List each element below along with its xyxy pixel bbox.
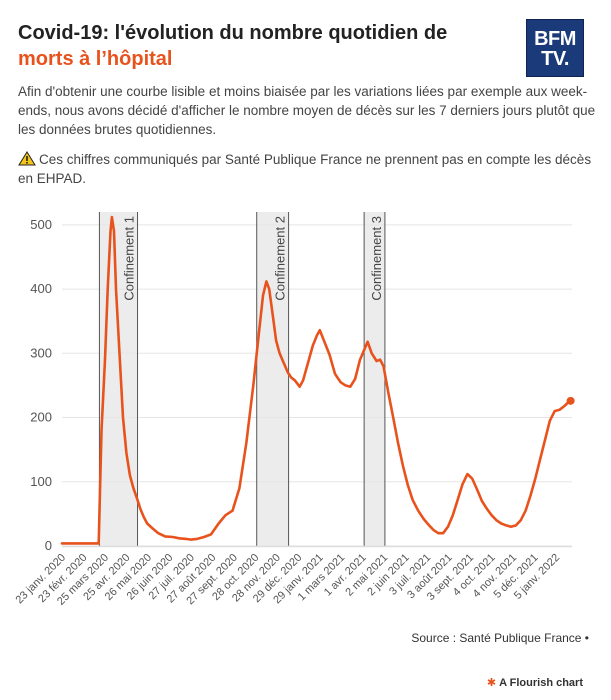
confinement-band [99, 212, 138, 546]
flourish-credit-text: A Flourish chart [499, 677, 583, 689]
warning-note: Ces chiffres communiqués par Santé Publi… [18, 150, 598, 188]
deaths-series-line [60, 215, 572, 545]
y-tick-label: 100 [30, 474, 52, 489]
title-line-2: morts à l’hôpital [18, 48, 173, 70]
last-data-point [566, 396, 575, 405]
confinement-band [256, 212, 289, 546]
chart-description: Afin d'obtenir une courbe lisible et moi… [18, 84, 596, 137]
confinement-label: Confinement 2 [273, 216, 288, 301]
source-note: Source : Santé Publique France • [411, 631, 589, 645]
y-tick-label: 0 [45, 538, 52, 553]
logo-text-2: TV. [541, 48, 569, 70]
flourish-star-icon: ✱ [486, 677, 497, 689]
warning-icon [18, 151, 36, 166]
confinement-band [364, 212, 385, 546]
chart-title: Covid-19: l'évolution du nombre quotidie… [18, 20, 508, 72]
logo-text-1: BFM [534, 28, 576, 50]
confinement-label: Confinement 3 [369, 216, 384, 301]
y-tick-label: 300 [30, 345, 52, 360]
bfmtv-logo: BFM TV. [526, 19, 584, 77]
title-line-1: Covid-19: l'évolution du nombre quotidie… [18, 22, 448, 44]
y-tick-label: 400 [30, 281, 52, 296]
y-tick-label: 500 [30, 217, 52, 232]
warning-text: Ces chiffres communiqués par Santé Publi… [18, 152, 592, 186]
y-tick-label: 200 [30, 410, 52, 425]
flourish-credit[interactable]: ✱ A Flourish chart [487, 676, 583, 689]
line-chart: 0 100 200 300 400 500 Confinement 1 Confinement… [13, 212, 575, 608]
confinement-label: Confinement 1 [122, 216, 137, 301]
